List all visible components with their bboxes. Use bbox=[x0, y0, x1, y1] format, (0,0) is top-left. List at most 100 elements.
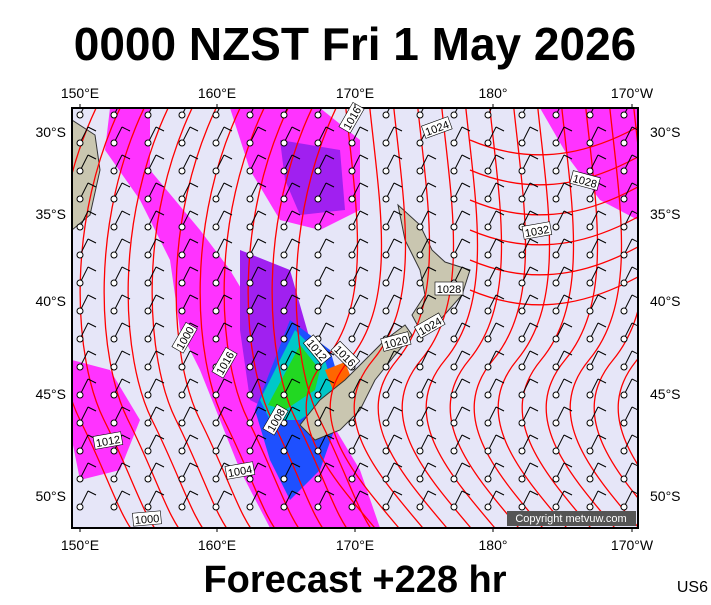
barb-station bbox=[314, 475, 322, 483]
barb-station bbox=[144, 447, 152, 455]
right-axis-label: 50°S bbox=[650, 488, 681, 504]
barb-station bbox=[382, 363, 390, 371]
barb-flag bbox=[427, 294, 437, 300]
barb-station bbox=[144, 419, 152, 427]
barb-flag bbox=[155, 350, 165, 356]
barb-flag bbox=[462, 99, 470, 103]
barb-flag bbox=[325, 126, 335, 132]
barb-flag bbox=[291, 490, 301, 496]
barb-flag bbox=[189, 406, 199, 412]
barb-station bbox=[178, 111, 186, 119]
barb-station bbox=[178, 419, 186, 427]
barb-station bbox=[450, 419, 458, 427]
barb-flag bbox=[393, 210, 403, 216]
barb-flag bbox=[393, 406, 403, 412]
barb-station bbox=[416, 167, 424, 175]
barb-station bbox=[552, 475, 560, 483]
barb-station bbox=[110, 363, 118, 371]
barb-flag bbox=[223, 378, 233, 384]
barb-flag bbox=[597, 434, 607, 440]
precip-blob bbox=[72, 360, 140, 480]
barb-station bbox=[450, 503, 458, 511]
isobar-label-box bbox=[302, 334, 332, 366]
barb-station bbox=[586, 419, 594, 427]
isobar-label-text: 1028 bbox=[437, 284, 461, 296]
barb-station bbox=[450, 391, 458, 399]
left-axis-label: 30°S bbox=[35, 124, 66, 140]
barb-station bbox=[620, 391, 628, 399]
barb-station bbox=[586, 475, 594, 483]
precip-core bbox=[325, 362, 352, 395]
barb-flag bbox=[495, 434, 505, 440]
barb-flag bbox=[495, 238, 505, 244]
barb-station bbox=[484, 279, 492, 287]
barb-station bbox=[382, 279, 390, 287]
isobar bbox=[469, 156, 638, 186]
barb-station bbox=[518, 279, 526, 287]
barb-station bbox=[280, 503, 288, 511]
forecast-label: Forecast +228 hr bbox=[203, 559, 506, 600]
barb-station bbox=[212, 391, 220, 399]
barb-flag bbox=[121, 434, 131, 440]
barb-flag bbox=[529, 350, 539, 356]
barb-flag bbox=[393, 182, 403, 188]
barb-flag bbox=[597, 462, 607, 468]
barb-flag bbox=[597, 238, 607, 244]
barb-flag bbox=[495, 294, 505, 300]
barb-station bbox=[76, 279, 84, 287]
barb-station bbox=[382, 167, 390, 175]
barb-station bbox=[450, 307, 458, 315]
barb-station bbox=[76, 139, 84, 147]
barb-station bbox=[620, 223, 628, 231]
barb-flag bbox=[189, 462, 199, 468]
barb-flag bbox=[563, 154, 573, 160]
isobar bbox=[449, 108, 520, 528]
barb-flag bbox=[427, 462, 437, 468]
barb-station bbox=[484, 195, 492, 203]
barb-flag bbox=[631, 238, 638, 243]
barb-flag bbox=[291, 350, 301, 356]
barb-station bbox=[416, 447, 424, 455]
barb-flag bbox=[359, 434, 369, 440]
isobar bbox=[497, 108, 568, 528]
isobar-label: 1004 bbox=[224, 461, 256, 480]
barb-station bbox=[586, 335, 594, 343]
barb-station bbox=[246, 111, 254, 119]
barb-station bbox=[348, 195, 356, 203]
barb-station bbox=[586, 307, 594, 315]
barb-flag bbox=[291, 238, 301, 244]
barb-flag bbox=[359, 154, 369, 160]
barb-station bbox=[416, 251, 424, 259]
barb-flag bbox=[631, 182, 638, 187]
barb-station bbox=[212, 195, 220, 203]
barb-flag bbox=[427, 154, 437, 160]
barb-station bbox=[76, 251, 84, 259]
barb-flag bbox=[291, 266, 301, 272]
barb-flag bbox=[631, 154, 638, 159]
barb-flag bbox=[563, 462, 573, 468]
barb-station bbox=[246, 363, 254, 371]
barb-station bbox=[450, 167, 458, 175]
barb-flag bbox=[461, 210, 471, 216]
barb-flag bbox=[189, 238, 199, 244]
barb-flag bbox=[359, 350, 369, 356]
barb-flag bbox=[359, 238, 369, 244]
barb-station bbox=[518, 167, 526, 175]
barb-station bbox=[450, 475, 458, 483]
barb-station bbox=[586, 139, 594, 147]
barb-station bbox=[620, 167, 628, 175]
barb-station bbox=[76, 307, 84, 315]
barb-flag bbox=[189, 294, 199, 300]
barb-flag bbox=[529, 294, 539, 300]
isobar-label-box bbox=[132, 510, 162, 527]
isobar-label-text: 1012 bbox=[95, 434, 121, 450]
isobar bbox=[469, 276, 638, 306]
isobar-label-box bbox=[569, 170, 601, 191]
barb-station bbox=[212, 223, 220, 231]
barb-flag bbox=[291, 462, 301, 468]
isobar bbox=[199, 108, 276, 528]
barb-flag bbox=[597, 322, 607, 328]
barb-station bbox=[552, 503, 560, 511]
isobar bbox=[469, 126, 638, 156]
barb-flag bbox=[530, 99, 538, 103]
